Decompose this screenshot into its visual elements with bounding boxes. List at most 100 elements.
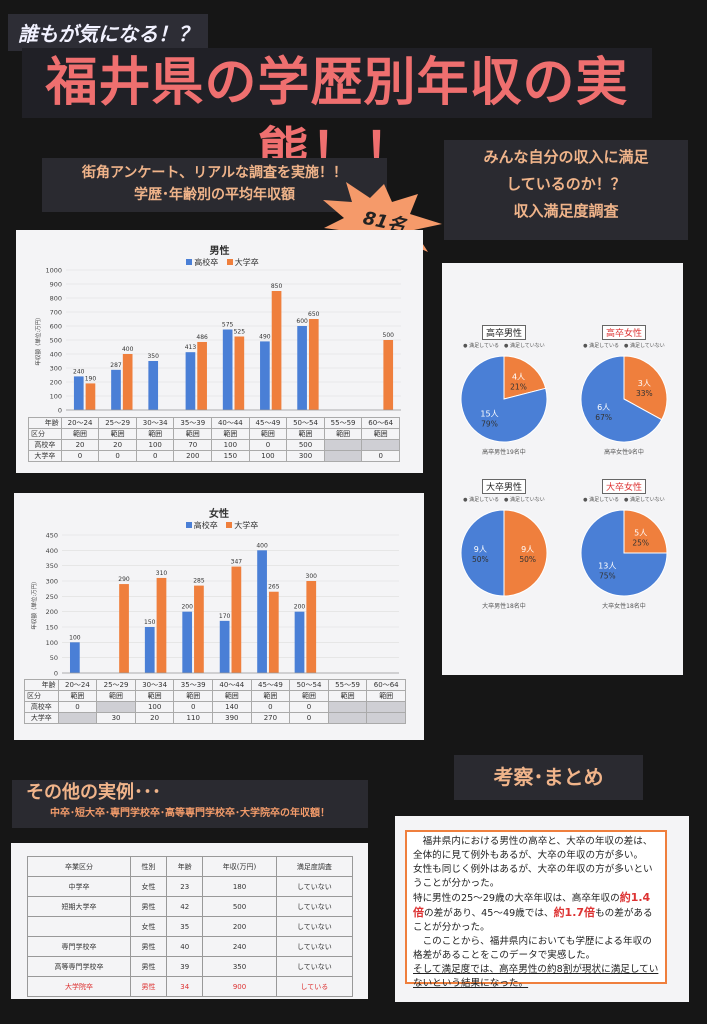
summary-p1: 福井県内における男性の高卒と、大卒の年収の差は、全体的に見て例外もあるが、大卒の… xyxy=(413,836,653,861)
table-cell: 110 xyxy=(173,712,214,724)
table-corner-bottom: 区分 xyxy=(24,690,59,702)
pie-legend-sat: ● 満足している xyxy=(583,497,619,503)
other-table-cell: していない xyxy=(275,896,354,917)
other-table-header: 卒業区分 xyxy=(27,856,131,877)
y-tick-label: 300 xyxy=(46,578,58,586)
legend-swatch-univ xyxy=(226,259,233,265)
summary-p3-part2: の差があり、45～49歳では、 xyxy=(424,908,554,919)
table-row: 大学卒 0 0 0 200 150 100 300 0 xyxy=(28,450,400,462)
table-range-label: 範囲 xyxy=(361,428,400,440)
other-table-cell: 35 xyxy=(166,916,204,937)
other-table-cell: 500 xyxy=(202,896,277,917)
pie-slice-percent: 67% xyxy=(595,413,612,422)
pie-slice xyxy=(580,509,668,597)
bar-data-label: 400 xyxy=(256,542,268,549)
other-table-cell: 350 xyxy=(202,956,277,977)
bar-data-label: 600 xyxy=(296,318,308,325)
pie-block-高卒男性: 高卒男性 ● 満足している ● 満足していない 4人 21% 15人 79% 高卒男性19名… xyxy=(448,321,560,461)
table-age-header: 30～34 xyxy=(135,417,175,429)
table-cell: 0 xyxy=(289,712,329,724)
bar-高校卒-40～44 xyxy=(222,329,233,410)
bar-高校卒-40～44 xyxy=(219,620,230,673)
summary-p4: このことから、福井県内においても学歴による年収の格差があることをこのデータで実感… xyxy=(413,936,652,961)
table-cell: 100 xyxy=(248,450,288,462)
other-examples-header: その他の実例･･･ 中卒･短大卒･専門学校卒･高等専門学校卒･大学院卒の年収額！ xyxy=(12,780,368,828)
y-tick-label: 150 xyxy=(46,624,58,632)
bar-大学卒-45～49 xyxy=(271,291,282,410)
bar-data-label: 490 xyxy=(259,333,271,340)
table-age-header: 60～64 xyxy=(366,679,406,691)
table-range-label: 範囲 xyxy=(323,428,363,440)
legend-swatch-high xyxy=(185,522,192,528)
male-bar-chart: 0 100 200 300 400 500 600 700 800 900 1000 年収額（単位:万… xyxy=(34,267,401,415)
conclusion-frame: 福井県内における男性の高卒と、大卒の年収の差は、全体的に見て例外もあるが、大卒の… xyxy=(405,830,667,989)
other-table-cell: していない xyxy=(275,916,354,937)
other-table-cell: している xyxy=(275,976,354,997)
table-cell: 100 xyxy=(211,439,250,451)
pie-legend-unsat: ● 満足していない xyxy=(504,497,545,503)
table-cell: 0 xyxy=(57,701,98,713)
other-table-cell: 900 xyxy=(202,976,277,997)
male-chart-sheet: 男性 高校卒 大学卒 0 100 200 300 400 500 600 700 800 900 1… xyxy=(16,230,423,473)
bar-data-label: 287 xyxy=(110,362,122,369)
y-tick-label: 350 xyxy=(46,562,58,570)
pie-legend-sat: ● 満足している xyxy=(463,343,499,349)
table-cell: 150 xyxy=(211,450,250,462)
table-corner-top: 年齢 xyxy=(24,679,59,691)
table-range-label: 範囲 xyxy=(366,690,406,702)
pie-legend-unsat: ● 満足していない xyxy=(624,497,665,503)
table-row-name: 大学卒 xyxy=(28,450,62,462)
table-cell: 70 xyxy=(173,439,213,451)
bar-高校卒-35～39 xyxy=(185,352,196,410)
pie-slice-count: 13人 xyxy=(598,562,616,571)
bar-高校卒-30～34 xyxy=(148,361,159,410)
table-cell: 500 xyxy=(286,439,325,451)
summary-p3: 特に男性の25～29歳の大卒年収は、高卒年収の約1.4倍の差があり、45～49歳… xyxy=(413,891,659,935)
y-tick-label: 100 xyxy=(46,639,58,647)
bar-data-label: 170 xyxy=(219,613,231,620)
satisfaction-header: みんな自分の収入に満足 しているのか！？ 収入満足度調査 xyxy=(444,140,688,240)
other-table-cell: 200 xyxy=(202,916,277,937)
table-cell: 20 xyxy=(60,439,100,451)
pie-slice-percent: 21% xyxy=(510,382,527,391)
table-row-name: 大学卒 xyxy=(24,712,59,724)
other-examples-title: その他の実例･･･ xyxy=(26,782,161,803)
y-tick-label: 50 xyxy=(50,654,58,662)
legend-label-high: 高校卒 xyxy=(194,258,219,267)
pie-title: 高卒男性 xyxy=(481,325,526,340)
table-row: 大学卒 30 20 110 390 270 0 xyxy=(24,712,406,724)
pie-legend: ● 満足している ● 満足していない xyxy=(568,496,680,503)
table-range-label: 範囲 xyxy=(98,428,137,440)
bar-data-label: 240 xyxy=(73,368,85,375)
other-table-row: 大学院卒 男性 34 900 している xyxy=(27,976,354,997)
other-table-cell: 34 xyxy=(166,976,204,997)
table-cell: 20 xyxy=(134,712,175,724)
other-table-cell: 240 xyxy=(202,936,277,957)
pie-title: 高卒女性 xyxy=(601,325,646,340)
y-tick-label: 250 xyxy=(46,593,58,601)
table-corner-top: 年齢 xyxy=(28,417,62,429)
pie-slice-count: 9人 xyxy=(474,545,487,554)
table-cell: 0 xyxy=(289,701,329,713)
pie-slice xyxy=(460,509,505,597)
table-cell xyxy=(323,450,363,462)
pie-slice-count: 3人 xyxy=(638,379,651,388)
poster-title: 福井県の学歴別年収の実態！！ xyxy=(22,48,652,183)
y-tick-label: 0 xyxy=(58,407,62,415)
poster-subtitle: 誰もが気になる！？ xyxy=(8,14,208,51)
pie-legend-unsat: ● 満足していない xyxy=(504,343,545,349)
table-cell: 0 xyxy=(250,701,291,713)
table-cell: 140 xyxy=(212,701,252,713)
conclusion-header: 考察･まとめ xyxy=(454,755,643,800)
table-range-label: 範囲 xyxy=(286,428,325,440)
pie-slice-percent: 79% xyxy=(481,420,498,429)
other-table-row: 中学卒 女性 23 180 していない xyxy=(27,876,354,897)
other-table-cell: 男性 xyxy=(129,936,168,957)
table-range-label: 範囲 xyxy=(60,428,100,440)
table-cell xyxy=(327,712,368,724)
bar-data-label: 290 xyxy=(118,576,130,583)
female-chart-sheet: 女性 高校卒 大学卒 0 50 100 150 200 250 300 350 400 450 年収… xyxy=(14,493,424,740)
y-axis-label: 年収額（単位:万円） xyxy=(34,314,42,365)
table-age-header: 40～44 xyxy=(211,417,250,429)
